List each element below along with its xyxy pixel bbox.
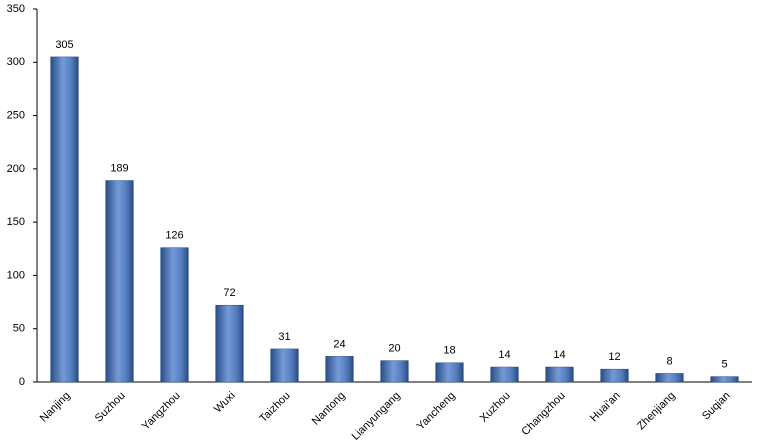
bar (655, 373, 684, 383)
x-tick-label: Changzhou (519, 390, 567, 438)
bar (325, 356, 354, 383)
x-tick-label: Wuxi (212, 390, 238, 416)
x-tick-label: Suzhou (93, 390, 128, 425)
y-tick-label: 300 (7, 56, 25, 68)
x-tick-label: Huai'an (588, 390, 623, 425)
x-tick-label: Yangzhou (140, 390, 183, 433)
y-tick-label: 200 (7, 163, 25, 175)
data-label: 14 (498, 349, 510, 361)
x-tick-label: Nanjing (38, 390, 73, 425)
bar (710, 376, 739, 383)
y-tick-label: 100 (7, 269, 25, 281)
x-tick-label: Zhenjiang (635, 390, 678, 433)
data-label: 14 (553, 349, 565, 361)
data-label: 20 (388, 343, 400, 355)
y-tick-label: 50 (13, 323, 25, 335)
y-tick-label: 350 (7, 3, 25, 15)
y-tick-label: 150 (7, 216, 25, 228)
x-tick-label: Nantong (310, 390, 348, 428)
x-tick-label: Taizhou (257, 390, 292, 425)
y-tick-label: 0 (19, 376, 25, 388)
data-label: 24 (333, 338, 345, 350)
data-label: 305 (55, 39, 73, 51)
bar (215, 304, 244, 383)
data-label: 126 (165, 230, 183, 242)
bar (160, 247, 189, 383)
bar (545, 366, 574, 383)
data-label: 72 (223, 287, 235, 299)
bar (490, 366, 519, 383)
data-label: 8 (666, 355, 672, 367)
bar (380, 360, 409, 383)
x-tick-label: Xuzhou (478, 390, 513, 425)
bar (105, 180, 134, 383)
data-label: 5 (721, 359, 727, 371)
x-tick-label: Yancheng (415, 390, 458, 433)
bar (600, 368, 629, 383)
data-label: 12 (608, 351, 620, 363)
bar (435, 362, 464, 383)
bar (50, 56, 79, 383)
bar (270, 348, 299, 383)
data-label: 189 (110, 162, 128, 174)
data-label: 31 (278, 331, 290, 343)
x-tick-label: Suqian (700, 390, 733, 423)
y-tick-label: 250 (7, 109, 25, 121)
x-tick-label: Lianyungang (350, 390, 403, 443)
data-label: 18 (443, 345, 455, 357)
